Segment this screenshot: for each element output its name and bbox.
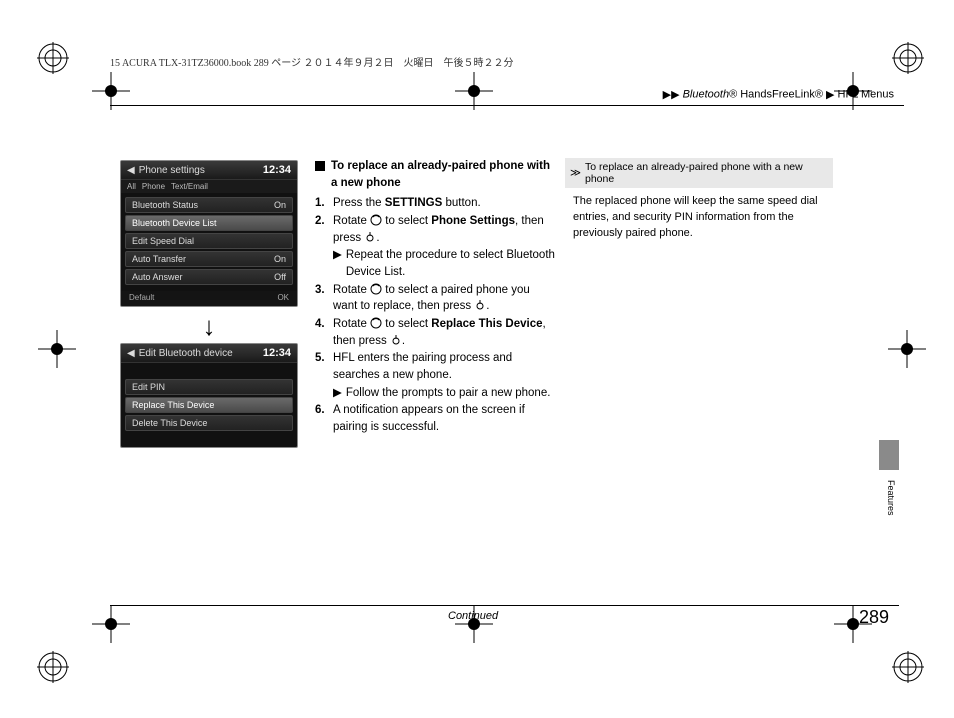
row-label: Replace This Device bbox=[132, 400, 214, 410]
dial-icon bbox=[370, 214, 382, 226]
row-edit-pin: Edit PIN bbox=[125, 379, 293, 395]
screen-phone-settings: ◀ Phone settings 12:34 All Phone Text/Ema… bbox=[120, 160, 298, 307]
step-text: A notification appears on the screen if … bbox=[333, 402, 555, 435]
step-bold: SETTINGS bbox=[385, 197, 443, 209]
registration-mark bbox=[892, 651, 924, 683]
step-text: . bbox=[486, 300, 489, 312]
row-auto-transfer: Auto Transfer On bbox=[125, 251, 293, 267]
section-heading: To replace an already-paired phone with … bbox=[315, 158, 555, 191]
step-text: HFL enters the pairing process and searc… bbox=[333, 350, 555, 383]
step-bold: Phone Settings bbox=[431, 215, 515, 227]
step-text: button. bbox=[442, 197, 480, 209]
step-text: Rotate bbox=[333, 215, 370, 227]
breadcrumb: ▶▶ Bluetooth® HandsFreeLink® ▶ HFL Menus bbox=[663, 88, 894, 101]
step-text: Rotate bbox=[333, 318, 370, 330]
row-label: Edit PIN bbox=[132, 382, 165, 392]
triangle-icon: ▶ bbox=[333, 247, 342, 280]
instructions-column: To replace an already-paired phone with … bbox=[315, 158, 555, 437]
dial-icon bbox=[370, 283, 382, 295]
step-text: Press the bbox=[333, 197, 385, 209]
screenshots-column: ◀ Phone settings 12:34 All Phone Text/Ema… bbox=[120, 160, 298, 448]
square-bullet-icon bbox=[315, 161, 325, 171]
row-bluetooth-device-list: Bluetooth Device List bbox=[125, 215, 293, 231]
step-text: Follow the prompts to pair a new phone. bbox=[346, 385, 551, 402]
document-header-text: 15 ACURA TLX-31TZ36000.book 289 ページ ２０１４… bbox=[110, 54, 514, 69]
tab-textemail: Text/Email bbox=[171, 182, 208, 191]
step-3: 3. Rotate to select a paired phone you w… bbox=[315, 282, 555, 315]
step-text: Repeat the procedure to select bbox=[346, 249, 506, 261]
triangle-icon: ▶ bbox=[826, 88, 834, 101]
press-icon bbox=[474, 299, 486, 311]
triangle-icon: ▶▶ bbox=[663, 88, 680, 101]
step-text: . bbox=[402, 266, 405, 278]
row-label: Auto Transfer bbox=[132, 254, 186, 264]
registration-mark bbox=[892, 42, 924, 74]
step-2: 2. Rotate to select Phone Settings, then… bbox=[315, 213, 555, 246]
row-value: On bbox=[274, 200, 286, 210]
sidebar-header: ≫ To replace an already-paired phone wit… bbox=[565, 158, 833, 188]
row-label: Edit Speed Dial bbox=[132, 236, 194, 246]
page-number: 289 bbox=[859, 607, 889, 628]
clock-text: 12:34 bbox=[263, 347, 291, 359]
down-arrow-icon: ↓ bbox=[120, 313, 298, 339]
triangle-icon: ▶ bbox=[333, 385, 342, 402]
breadcrumb-part1-suffix: ® HandsFreeLink® bbox=[729, 89, 823, 101]
row-label: Delete This Device bbox=[132, 418, 207, 428]
sidebar-body-text: The replaced phone will keep the same sp… bbox=[565, 188, 833, 248]
step-text: to select bbox=[382, 215, 431, 227]
continued-text: Continued bbox=[448, 610, 498, 622]
step-5: 5. HFL enters the pairing process and se… bbox=[315, 350, 555, 383]
step-6: 6. A notification appears on the screen … bbox=[315, 402, 555, 435]
step-text: . bbox=[376, 232, 379, 244]
step-text: Rotate bbox=[333, 284, 370, 296]
row-label: Auto Answer bbox=[132, 272, 183, 282]
clock-text: 12:34 bbox=[263, 164, 291, 176]
row-value: Off bbox=[274, 272, 286, 282]
row-auto-answer: Auto Answer Off bbox=[125, 269, 293, 285]
breadcrumb-part2: HFL Menus bbox=[838, 89, 894, 101]
back-icon: ◀ bbox=[127, 165, 135, 176]
step-4: 4. Rotate to select Replace This Device,… bbox=[315, 316, 555, 349]
footer-default: Default bbox=[129, 293, 154, 302]
step-2-sub: ▶ Repeat the procedure to select Bluetoo… bbox=[333, 247, 555, 280]
section-tab bbox=[879, 440, 899, 470]
section-tab-label: Features bbox=[886, 480, 896, 516]
tab-phone: Phone bbox=[142, 182, 165, 191]
crop-mark bbox=[38, 330, 76, 368]
row-delete-this-device: Delete This Device bbox=[125, 415, 293, 431]
screen-title: Edit Bluetooth device bbox=[139, 348, 233, 359]
row-bluetooth-status: Bluetooth Status On bbox=[125, 197, 293, 213]
section-heading-text: To replace an already-paired phone with … bbox=[331, 158, 555, 191]
screen-edit-bluetooth-device: ◀ Edit Bluetooth device 12:34 Edit PIN Re… bbox=[120, 343, 298, 448]
row-replace-this-device: Replace This Device bbox=[125, 397, 293, 413]
page-body: ◀ Phone settings 12:34 All Phone Text/Ema… bbox=[110, 140, 899, 618]
step-bold: Replace This Device bbox=[431, 318, 542, 330]
dial-icon bbox=[370, 317, 382, 329]
row-label: Bluetooth Device List bbox=[132, 218, 217, 228]
breadcrumb-part1: Bluetooth bbox=[683, 89, 729, 101]
registration-mark bbox=[37, 42, 69, 74]
horizontal-rule bbox=[110, 605, 899, 606]
step-1: 1. Press the SETTINGS button. bbox=[315, 195, 555, 212]
double-chevron-icon: ≫ bbox=[570, 167, 581, 179]
step-text: to select bbox=[382, 318, 431, 330]
row-value: On bbox=[274, 254, 286, 264]
row-edit-speed-dial: Edit Speed Dial bbox=[125, 233, 293, 249]
tab-all: All bbox=[127, 182, 136, 191]
footer-ok: OK bbox=[277, 293, 289, 302]
back-icon: ◀ bbox=[127, 348, 135, 359]
sidebar-note: ≫ To replace an already-paired phone wit… bbox=[565, 158, 833, 248]
step-5-sub: ▶ Follow the prompts to pair a new phone… bbox=[333, 385, 555, 402]
row-label: Bluetooth Status bbox=[132, 200, 198, 210]
registration-mark bbox=[37, 651, 69, 683]
press-icon bbox=[390, 334, 402, 346]
sidebar-header-text: To replace an already-paired phone with … bbox=[585, 161, 828, 185]
horizontal-rule bbox=[110, 105, 904, 106]
step-text: . bbox=[402, 335, 405, 347]
screen-title: Phone settings bbox=[139, 165, 205, 176]
press-icon bbox=[364, 231, 376, 243]
